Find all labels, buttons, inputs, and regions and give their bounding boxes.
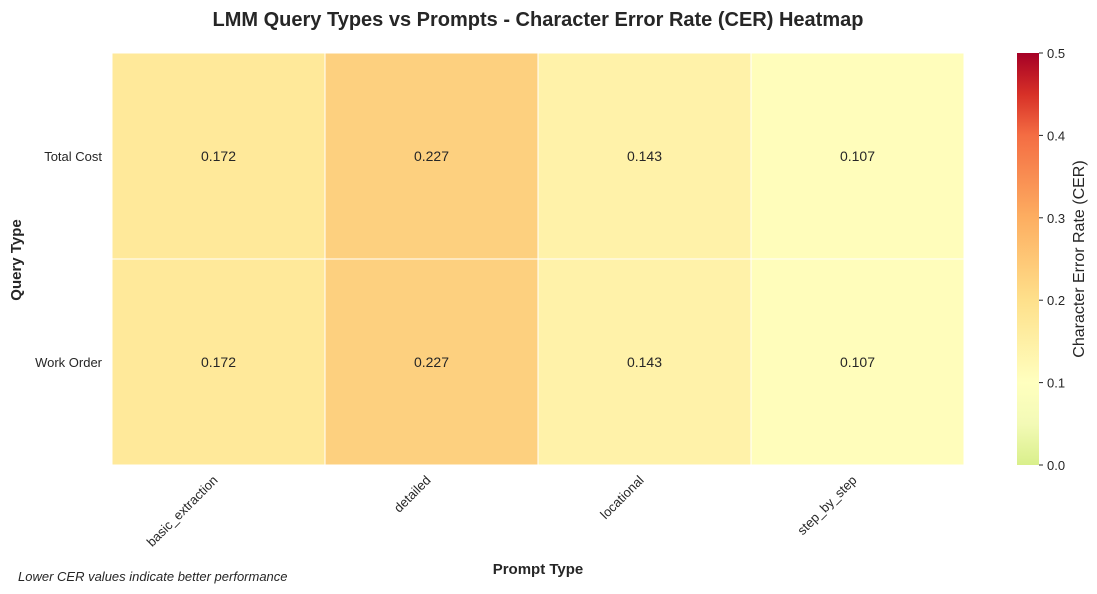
colorbar-tick-label: 0.0: [1047, 458, 1065, 473]
heatmap-cell-value: 0.227: [414, 354, 449, 370]
x-tick-labels: basic_extraction detailed locational step_b…: [144, 472, 860, 549]
heatmap-cell-labels: 0.172 0.227 0.143 0.107 0.172 0.227 0.143 0.107: [201, 148, 875, 370]
heatmap-cell-value: 0.172: [201, 354, 236, 370]
y-axis-label: Query Type: [8, 219, 25, 300]
x-tick-label: step_by_step: [794, 473, 859, 538]
heatmap-cell: [324, 258, 539, 466]
heatmap-cell: [111, 52, 326, 260]
x-tick-label: locational: [597, 472, 647, 522]
heatmap-cell: [537, 52, 752, 260]
y-tick-label: Total Cost: [44, 149, 102, 164]
heatmap-cell-value: 0.143: [627, 354, 662, 370]
heatmap-cell: [324, 52, 539, 260]
colorbar-tick-label: 0.3: [1047, 211, 1065, 226]
chart-title: LMM Query Types vs Prompts - Character E…: [213, 9, 864, 31]
heatmap-cell: [750, 52, 965, 260]
heatmap-cell-value: 0.143: [627, 148, 662, 164]
heatmap-cell-value: 0.107: [840, 148, 875, 164]
heatmap-cell: [111, 258, 326, 466]
colorbar-ticks: 0.0 0.1 0.2 0.3 0.4 0.5: [1039, 46, 1065, 473]
x-tick-label: basic_extraction: [144, 473, 221, 550]
heatmap-cell-value: 0.227: [414, 148, 449, 164]
colorbar-tick-label: 0.4: [1047, 128, 1065, 143]
colorbar-tick-label: 0.5: [1047, 46, 1065, 61]
heatmap-cell: [750, 258, 965, 466]
x-tick-label: detailed: [391, 473, 434, 516]
colorbar-tick-label: 0.1: [1047, 376, 1065, 391]
colorbar: [1017, 53, 1039, 465]
y-tick-label: Work Order: [35, 355, 103, 370]
heatmap-cell: [537, 258, 752, 466]
colorbar-label: Character Error Rate (CER): [1071, 160, 1088, 357]
y-tick-labels: Total Cost Work Order: [35, 149, 103, 370]
x-axis-label: Prompt Type: [493, 561, 584, 578]
heatmap-cell-value: 0.172: [201, 148, 236, 164]
colorbar-tick-label: 0.2: [1047, 293, 1065, 308]
footnote: Lower CER values indicate better perform…: [18, 569, 288, 584]
heatmap-cell-value: 0.107: [840, 354, 875, 370]
heatmap-cells: [111, 52, 965, 466]
